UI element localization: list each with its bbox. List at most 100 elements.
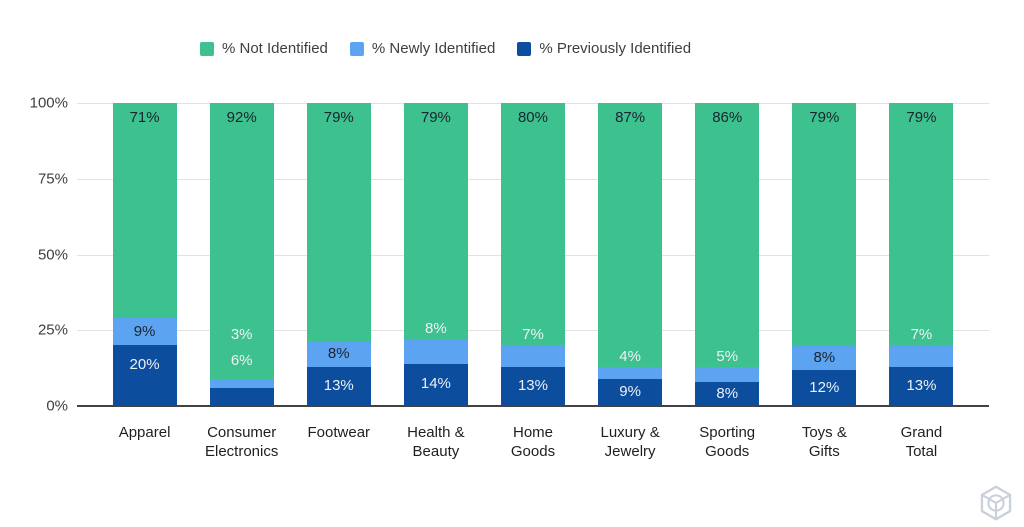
bar-segment-newly-identified bbox=[209, 378, 274, 388]
bar-segment-previously-identified bbox=[209, 387, 274, 406]
bar-column-sporting-goods: 86% 5% 8% bbox=[679, 103, 776, 406]
bar-value-label-previously-identified: 12% bbox=[809, 378, 840, 396]
y-axis-tick-label: 25% bbox=[37, 321, 68, 339]
bar-column-grand-total: 79% 7% 13% bbox=[873, 103, 970, 406]
x-axis-category-labels: Apparel Consumer Electronics Footwear Healt… bbox=[96, 423, 970, 461]
bar-value-label-newly-identified: 5% bbox=[716, 347, 739, 365]
legend-swatch-icon bbox=[200, 41, 214, 56]
x-axis-category-label-sporting-goods: Sporting Goods bbox=[699, 424, 756, 460]
x-axis-category-label-consumer-electronics: Consumer Electronics bbox=[204, 424, 279, 460]
x-axis-category-label-home-goods: Home Goods bbox=[510, 424, 556, 460]
bar-value-label-previously-identified: 6% bbox=[230, 351, 253, 369]
chart-legend: % Not Identified % Newly Identified % Prev… bbox=[200, 40, 691, 57]
legend-swatch-icon bbox=[517, 41, 532, 56]
bar-value-label-not-identified: 79% bbox=[420, 109, 451, 126]
bar-segment-previously-identified bbox=[500, 366, 565, 406]
bar-value-label-previously-identified: 9% bbox=[619, 383, 641, 401]
bar-value-label-newly-identified: 7% bbox=[522, 326, 544, 344]
legend-item-not-identified: % Not Identified bbox=[200, 40, 328, 57]
x-axis-category-label-grand-total: Grand Total bbox=[900, 424, 943, 460]
bar-segment-not-identified bbox=[500, 103, 565, 346]
bar-segment-not-identified bbox=[403, 103, 468, 340]
bar-segment-newly-identified bbox=[306, 342, 371, 367]
bar-value-label-newly-identified: 7% bbox=[910, 326, 933, 344]
bar-health-beauty: 79% 8% 14% bbox=[403, 103, 468, 406]
bar-value-label-not-identified: 79% bbox=[323, 109, 354, 126]
bar-segment-newly-identified bbox=[792, 345, 857, 370]
bar-segment-not-identified bbox=[306, 103, 371, 343]
x-axis-category-label-footwear: Footwear bbox=[307, 424, 371, 441]
x-axis-line bbox=[77, 405, 989, 407]
bar-value-label-newly-identified: 8% bbox=[813, 348, 836, 366]
bar-value-label-previously-identified: 20% bbox=[129, 356, 160, 374]
bar-value-label-previously-identified: 14% bbox=[420, 374, 451, 392]
bar-value-label-newly-identified: 8% bbox=[425, 320, 447, 338]
bar-segment-not-identified bbox=[598, 103, 663, 367]
x-axis-category-label-luxury-jewelry: Luxury & Jewelry bbox=[600, 424, 660, 460]
bar-segment-previously-identified bbox=[112, 345, 177, 406]
bar-value-label-newly-identified: 8% bbox=[327, 345, 350, 363]
bar-value-label-not-identified: 79% bbox=[906, 109, 937, 126]
bar-column-toys-gifts: 79% 8% 12% bbox=[776, 103, 873, 406]
bar-segment-not-identified bbox=[112, 103, 177, 319]
legend-label: % Previously Identified bbox=[539, 40, 692, 57]
y-axis-tick-label: 0% bbox=[46, 397, 68, 415]
bar-segment-previously-identified bbox=[306, 366, 371, 406]
bar-column-apparel: 71% 9% 20% bbox=[96, 103, 193, 406]
legend-item-newly-identified: % Newly Identified bbox=[349, 40, 496, 57]
bar-segment-not-identified bbox=[695, 103, 760, 367]
legend-label: % Newly Identified bbox=[371, 40, 496, 57]
bar-value-label-not-identified: 79% bbox=[809, 109, 840, 126]
x-axis-category-label-health-beauty: Health & Beauty bbox=[407, 424, 465, 460]
bar-segment-newly-identified bbox=[500, 345, 565, 367]
bar-value-label-previously-identified: 8% bbox=[716, 384, 739, 402]
bar-luxury-jewelry: 87% 4% 9% bbox=[598, 103, 663, 406]
bar-column-home-goods: 80% 7% 13% bbox=[484, 103, 581, 406]
bar-value-label-newly-identified: 4% bbox=[619, 347, 641, 365]
bar-apparel: 71% 9% 20% bbox=[112, 103, 177, 406]
plot-area: 0% 25% 50% 75% 100% 71% 9% 20% 92% 3% 6% 79% 8% 13% 7… bbox=[30, 95, 989, 415]
y-axis-tick-label: 75% bbox=[37, 170, 68, 188]
bar-footwear: 79% 8% 13% bbox=[306, 103, 371, 406]
bar-segment-previously-identified bbox=[889, 366, 954, 406]
bar-segment-previously-identified bbox=[598, 378, 663, 406]
bar-value-label-not-identified: 86% bbox=[712, 109, 743, 126]
bar-home-goods: 80% 7% 13% bbox=[500, 103, 565, 406]
x-axis-category-label-apparel: Apparel bbox=[118, 424, 171, 441]
bar-sporting-goods: 86% 5% 8% bbox=[695, 103, 760, 406]
bar-value-label-previously-identified: 13% bbox=[906, 377, 937, 395]
bar-value-label-not-identified: 92% bbox=[226, 109, 257, 126]
bar-value-label-previously-identified: 13% bbox=[517, 377, 548, 395]
bar-segment-previously-identified bbox=[403, 363, 468, 406]
bar-toys-gifts: 79% 8% 12% bbox=[792, 103, 857, 406]
bar-segment-previously-identified bbox=[695, 381, 760, 406]
bar-segment-newly-identified bbox=[598, 366, 663, 379]
legend-label: % Not Identified bbox=[222, 40, 328, 57]
bar-segment-newly-identified bbox=[695, 366, 760, 382]
bars-container: 71% 9% 20% 92% 3% 6% 79% 8% 13% 79% 8% 14% 80% 7% 13% 8… bbox=[77, 103, 989, 406]
cube-logo-icon bbox=[980, 485, 1012, 521]
bar-value-label-newly-identified: 3% bbox=[230, 325, 253, 343]
bar-segment-not-identified bbox=[792, 103, 857, 346]
bar-segment-not-identified bbox=[209, 103, 274, 379]
bar-value-label-not-identified: 71% bbox=[129, 109, 160, 126]
x-axis-category-label-toys-gifts: Toys & Gifts bbox=[801, 424, 847, 460]
bar-column-luxury-jewelry: 87% 4% 9% bbox=[582, 103, 679, 406]
bar-value-label-previously-identified: 13% bbox=[323, 377, 354, 395]
bar-consumer-electronics: 92% 3% 6% bbox=[209, 103, 274, 406]
bar-segment-previously-identified bbox=[792, 369, 857, 406]
legend-swatch-icon bbox=[349, 41, 364, 56]
y-axis-tick-label: 100% bbox=[29, 94, 68, 112]
y-axis-tick-label: 50% bbox=[37, 246, 68, 263]
legend-item-previously-identified: % Previously Identified bbox=[517, 40, 691, 57]
bar-column-health-beauty: 79% 8% 14% bbox=[387, 103, 484, 406]
bar-grand-total: 79% 7% 13% bbox=[889, 103, 954, 406]
bar-segment-newly-identified bbox=[889, 345, 954, 367]
bar-value-label-not-identified: 80% bbox=[517, 109, 548, 126]
bar-column-consumer-electronics: 92% 3% 6% bbox=[193, 103, 290, 406]
bar-segment-newly-identified bbox=[403, 339, 468, 364]
bar-column-footwear: 79% 8% 13% bbox=[290, 103, 387, 406]
bar-value-label-not-identified: 87% bbox=[615, 109, 646, 126]
bar-segment-not-identified bbox=[889, 103, 954, 346]
